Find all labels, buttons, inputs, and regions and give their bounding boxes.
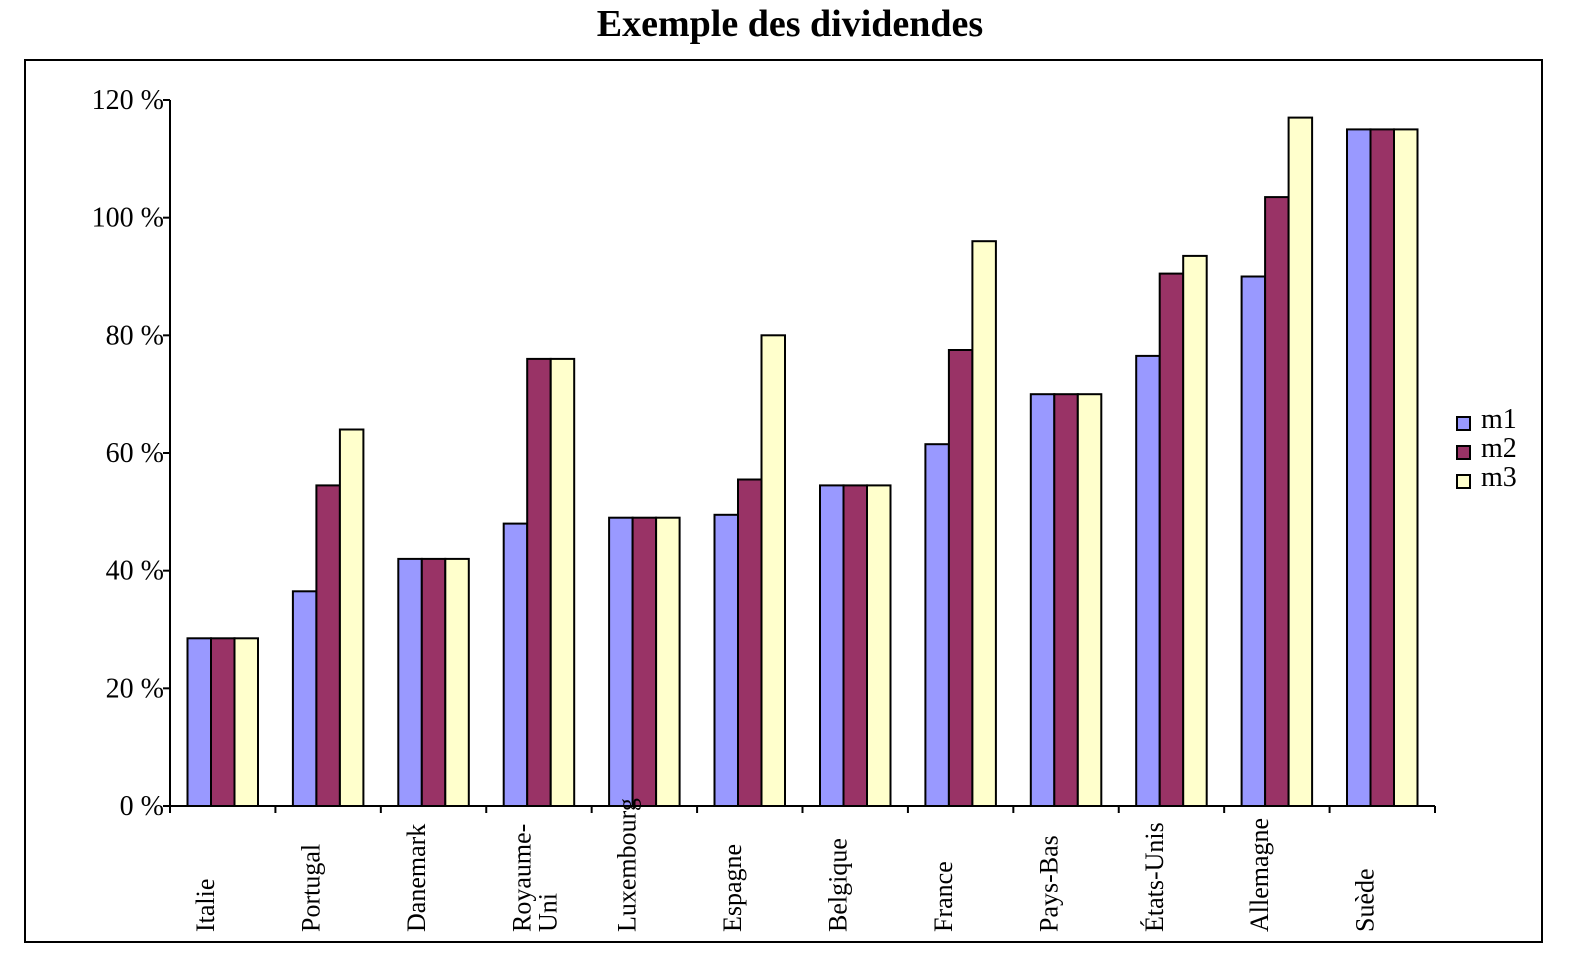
y-tick-label: 0 % — [120, 791, 164, 822]
bar-m2-belgique — [842, 484, 868, 807]
bar-m3-france — [971, 240, 997, 807]
bar-m3-royaume-uni — [549, 357, 576, 807]
x-category-label: Italie — [191, 879, 220, 932]
x-category-label: Pays-Bas — [1034, 835, 1063, 932]
legend-swatch-m2 — [1456, 445, 1471, 460]
bar-m2-france — [947, 349, 974, 807]
bar-m1-danemark — [397, 557, 423, 808]
bar-m1-france — [924, 443, 950, 807]
x-category-labels: Italie Portugal Danemark Royaume-Uni Luxembo… — [191, 798, 1380, 932]
x-category-label: Belgique — [824, 838, 853, 932]
x-category-label: Allemagne — [1245, 818, 1274, 932]
bar-m3-italie — [233, 637, 259, 807]
bar-m1-allemagne — [1240, 275, 1267, 807]
y-tick-label: 100 % — [92, 203, 164, 234]
bar-m2-allemagne — [1264, 196, 1290, 808]
chart-axes — [163, 99, 1436, 813]
x-category-label: Danemark — [402, 824, 431, 932]
bar-m1-belgique — [819, 484, 845, 807]
bar-m3-espagne — [760, 334, 786, 807]
bar-m1-italie — [186, 637, 212, 807]
bar-m1-royaume-uni — [502, 522, 529, 807]
x-category-label: Suède — [1351, 868, 1380, 932]
chart-title: Exemple des dividendes — [596, 3, 984, 45]
bar-m2-états-unis — [1158, 272, 1185, 808]
bar-m1-suède — [1346, 128, 1372, 807]
x-category-label: Luxembourg — [613, 798, 642, 932]
x-category-label: États-Unis — [1140, 822, 1169, 932]
chart-frame — [24, 59, 1543, 943]
legend-label-m3: m3 — [1481, 462, 1517, 493]
bar-m2-danemark — [420, 557, 447, 808]
bar-m3-belgique — [866, 484, 892, 807]
y-tick-label: 120 % — [92, 85, 164, 116]
legend-swatch-m3 — [1456, 474, 1471, 489]
x-category-label: Royaume-Uni — [507, 824, 562, 932]
legend-label-m2: m2 — [1481, 433, 1517, 464]
bar-m2-espagne — [737, 478, 763, 807]
y-tick-label: 60 % — [106, 438, 164, 469]
bar-m1-pays-bas — [1029, 393, 1056, 807]
bar-m3-pays-bas — [1076, 393, 1103, 807]
y-tick-label: 80 % — [106, 320, 164, 351]
bar-m3-danemark — [444, 557, 470, 808]
bar-m2-luxembourg — [631, 516, 658, 807]
y-tick-labels: 0 % 20 % 40 % 60 % 80 % 100 % 120 % — [92, 85, 164, 822]
bar-m2-italie — [210, 637, 236, 807]
x-category-label: France — [929, 861, 958, 932]
bar-m3-portugal — [338, 428, 365, 807]
bar-m1-états-unis — [1135, 354, 1161, 807]
bar-m2-portugal — [315, 484, 341, 807]
bar-m1-portugal — [291, 590, 318, 807]
bar-m2-royaume-uni — [526, 357, 552, 807]
chart-bars — [186, 116, 1419, 808]
y-tick-label: 40 % — [106, 556, 164, 587]
x-category-label: Portugal — [296, 844, 325, 932]
legend-label-m1: m1 — [1481, 404, 1517, 435]
bar-m1-luxembourg — [608, 516, 634, 807]
bar-m2-pays-bas — [1053, 393, 1079, 807]
bar-m3-suède — [1393, 128, 1419, 807]
y-tick-label: 20 % — [106, 673, 164, 704]
bar-m3-luxembourg — [655, 516, 681, 807]
bar-m3-états-unis — [1182, 254, 1208, 807]
bar-m2-suède — [1369, 128, 1395, 807]
legend-swatch-m1 — [1456, 416, 1471, 431]
bar-m3-allemagne — [1287, 116, 1314, 808]
x-category-label: Espagne — [718, 844, 747, 932]
bar-m1-espagne — [713, 513, 739, 807]
